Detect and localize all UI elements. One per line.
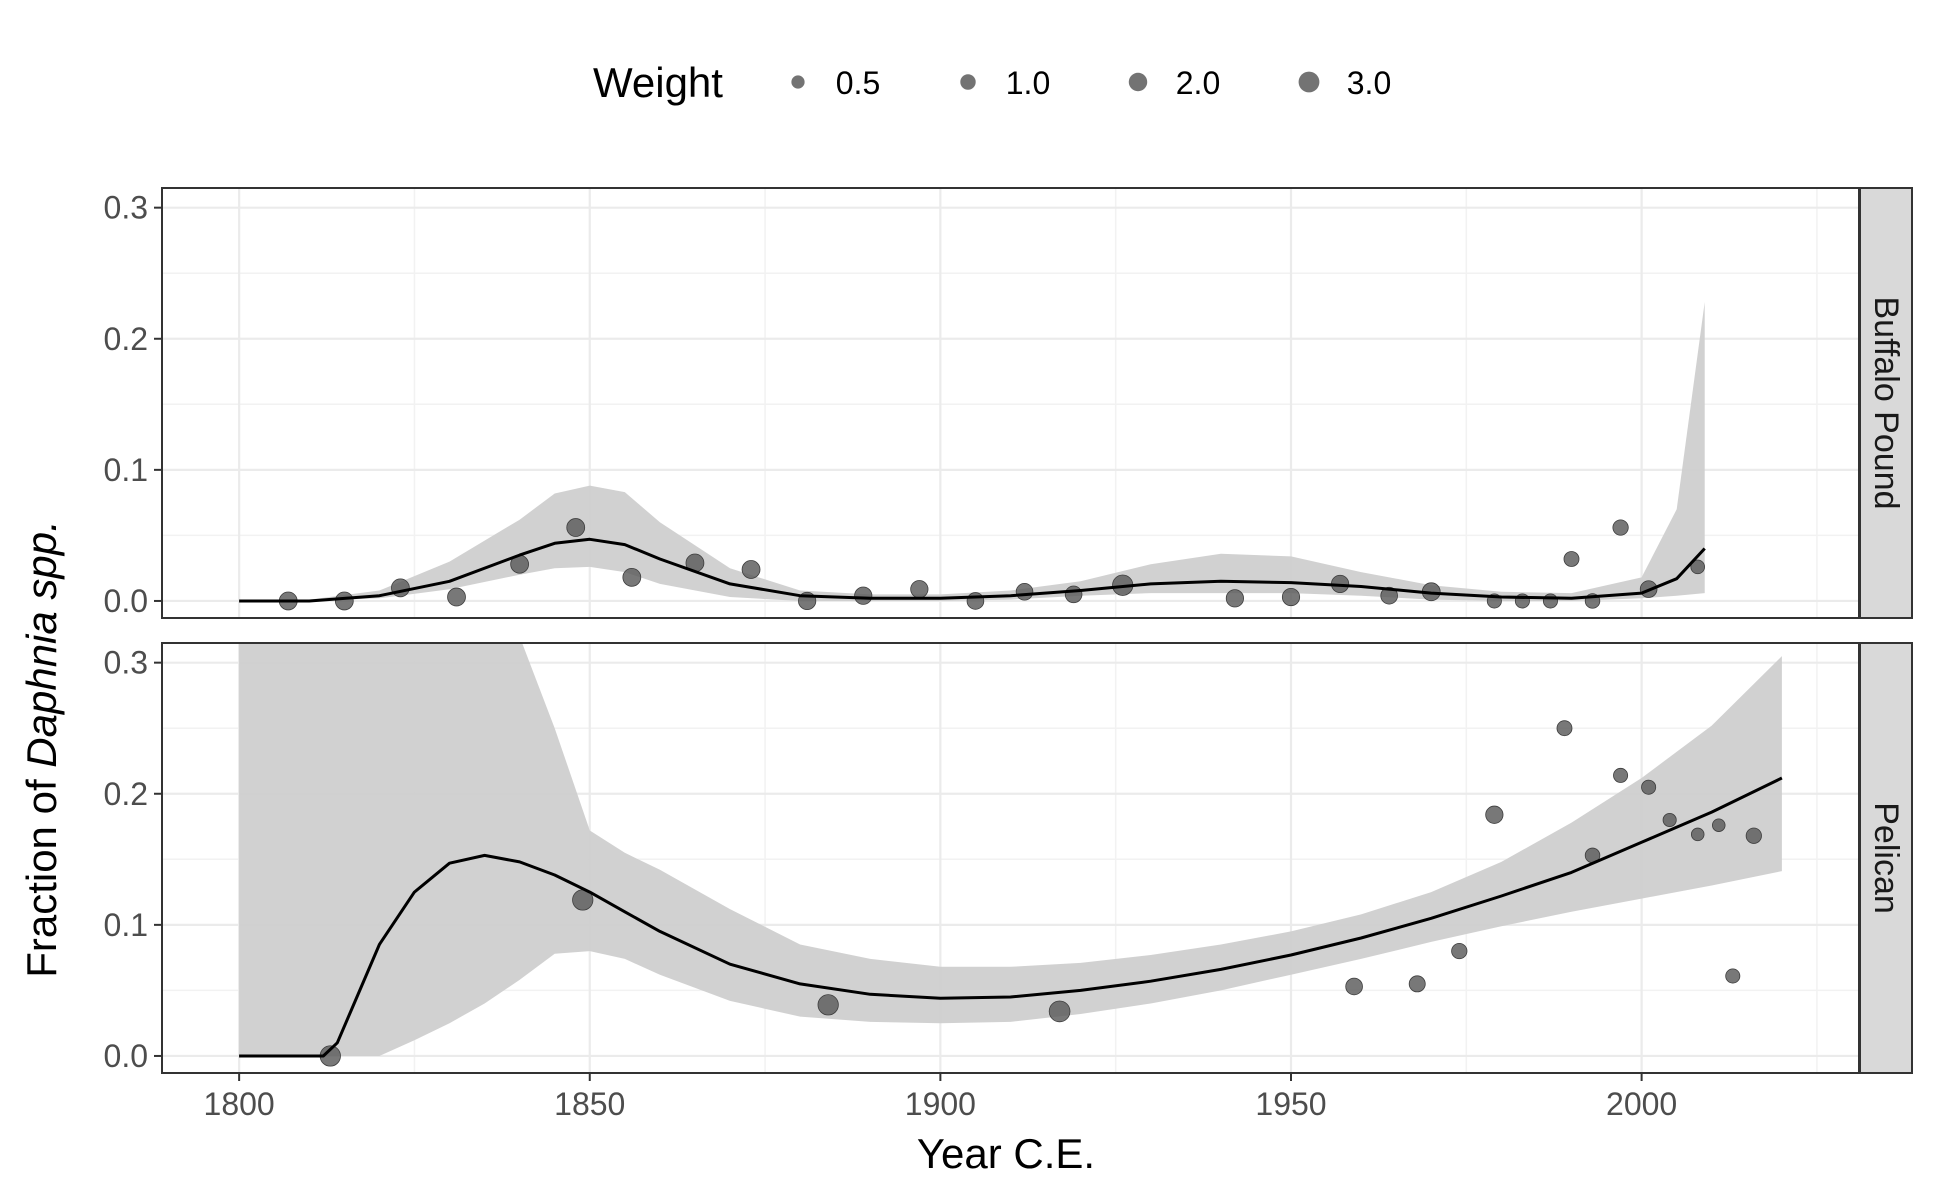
data-point	[447, 587, 466, 607]
fitted-line	[239, 537, 1706, 603]
data-point	[1690, 559, 1705, 575]
data-point	[741, 560, 761, 579]
y-tick-label: 0.2	[104, 321, 148, 357]
y-axis-title-prefix: Fraction of	[18, 768, 65, 978]
data-point	[1015, 583, 1034, 601]
legend-key	[1128, 72, 1148, 92]
y-tick-label: 0.3	[104, 190, 148, 226]
confidence-band	[239, 302, 1705, 601]
legend-label: 0.5	[836, 65, 880, 101]
legend-entry: 3.0	[1298, 65, 1391, 101]
y-tick-label: 0.2	[104, 776, 148, 812]
legend-key	[960, 74, 976, 90]
data-point	[1281, 587, 1301, 607]
data-point	[966, 592, 985, 610]
legend-label: 3.0	[1347, 65, 1391, 101]
confidence-band	[239, 643, 1782, 1056]
data-point	[1048, 1000, 1071, 1023]
panel-background	[162, 188, 1859, 618]
y-tick-label: 0.0	[104, 583, 148, 619]
legend: Weight 0.5 1.0 2.0 3.0	[593, 59, 1391, 106]
x-tick-label: 1950	[1255, 1086, 1326, 1122]
facet-label: Buffalo Pound	[1867, 297, 1905, 510]
y-axis-title: Fraction of Daphnia spp.	[18, 520, 65, 978]
legend-label: 1.0	[1006, 65, 1050, 101]
facet-label: Pelican	[1867, 802, 1905, 914]
x-tick-label: 1800	[204, 1086, 275, 1122]
data-point	[622, 567, 642, 587]
data-point	[854, 586, 873, 605]
x-tick-label: 1900	[905, 1086, 976, 1122]
y-tick-label: 0.1	[104, 907, 148, 943]
x-tick-label: 1850	[554, 1086, 625, 1122]
y-tick-label: 0.3	[104, 645, 148, 681]
x-tick-label: 2000	[1606, 1086, 1677, 1122]
data-point	[1641, 779, 1657, 795]
data-point	[1451, 942, 1468, 960]
data-point	[1064, 585, 1083, 604]
data-point	[1380, 586, 1398, 605]
legend-title: Weight	[593, 59, 723, 106]
data-point	[1563, 551, 1580, 567]
fitted-line	[239, 776, 1783, 1058]
legend-entry: 1.0	[960, 65, 1050, 101]
data-point	[1725, 968, 1741, 984]
y-axis-title-taxon: Daphnia spp.	[18, 520, 65, 768]
panel: 0.0 0.1 0.2 0.3 Pelican	[104, 642, 1913, 1074]
data-point	[334, 591, 354, 611]
data-point	[566, 518, 586, 537]
x-axis-title: Year C.E.	[917, 1130, 1095, 1177]
data-point	[1408, 975, 1426, 993]
data-point	[1745, 827, 1762, 844]
data-point	[1612, 519, 1629, 536]
data-point	[1542, 593, 1558, 609]
legend-key	[1298, 71, 1320, 93]
facet-strip	[1859, 187, 1913, 619]
legend-entry: 2.0	[1128, 65, 1220, 101]
facet-strip	[1859, 642, 1913, 1074]
data-point	[1662, 812, 1677, 827]
data-point	[1712, 818, 1726, 832]
legend-label: 2.0	[1176, 65, 1220, 101]
legend-key	[791, 75, 805, 89]
panel: 0.0 0.1 0.2 0.3 Buffalo Pound	[104, 187, 1913, 619]
legend-entry: 0.5	[791, 65, 880, 101]
data-point	[1345, 977, 1363, 996]
y-tick-label: 0.1	[104, 452, 148, 488]
y-tick-label: 0.0	[104, 1038, 148, 1074]
data-point	[1556, 720, 1573, 737]
data-point	[1690, 827, 1705, 842]
data-point	[817, 994, 839, 1016]
data-point	[1613, 767, 1629, 783]
data-point	[1225, 589, 1244, 608]
data-point	[1485, 805, 1504, 824]
data-point	[910, 580, 929, 599]
